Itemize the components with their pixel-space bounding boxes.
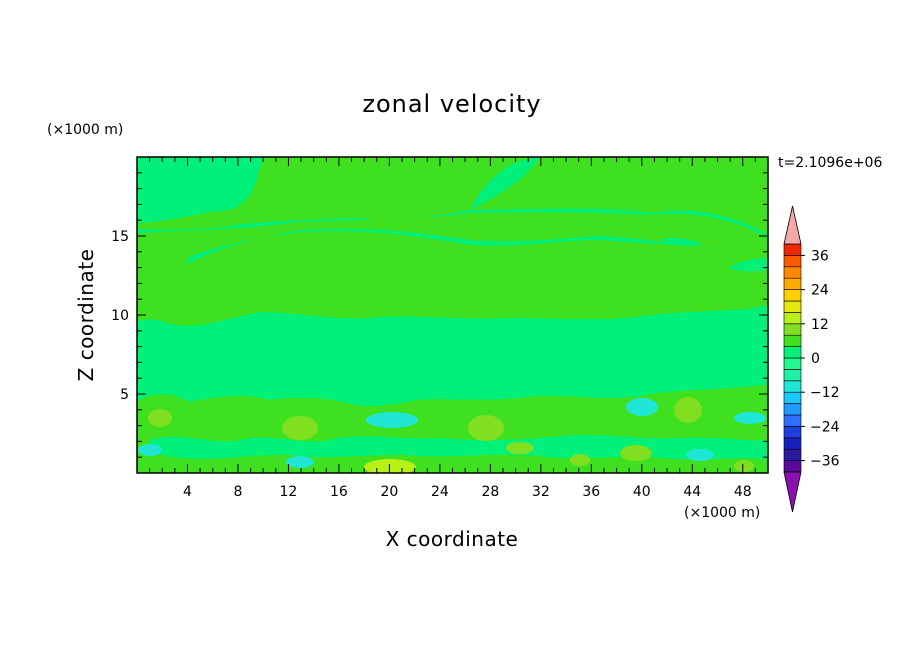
colorbar-swatch [783, 266, 802, 279]
colorbar-swatch [783, 414, 802, 427]
contour-yg-c [674, 397, 702, 423]
colorbar-swatch [783, 426, 802, 439]
y-axis-label: Z coordinate [74, 249, 98, 382]
colorbar-swatch [783, 357, 802, 370]
x-tick-label: 36 [582, 484, 600, 500]
colorbar-tick-label: 24 [811, 283, 829, 299]
contour-cyan-f [734, 412, 766, 424]
contour-upper-band [137, 157, 768, 235]
contour-lens-small-b [728, 258, 768, 272]
colorbar: 36 24 12 0 −12 −24 −36 [783, 205, 840, 513]
time-label: t=2.1096e+06 [778, 155, 882, 171]
colorbar-tick-label: 12 [811, 317, 829, 333]
colorbar-under-arrow [783, 471, 802, 513]
contour-yg-h [570, 454, 590, 466]
colorbar-swatch [783, 323, 802, 336]
colorbar-tick-label: 0 [811, 351, 820, 367]
contour-upper-band-2 [137, 212, 768, 326]
x-tick-label: 44 [683, 484, 701, 500]
colorbar-tick-label: −24 [810, 419, 840, 435]
colorbar-swatch [783, 437, 802, 450]
contour-upper-lens [186, 228, 741, 263]
chart-title: zonal velocity [362, 90, 541, 118]
contour-lens-small-a [660, 237, 702, 247]
contour-field [137, 157, 768, 473]
y-tick-label: 10 [111, 308, 129, 324]
contour-cyan-a [366, 412, 418, 428]
x-tick-label: 4 [183, 484, 192, 500]
x-axis-label: X coordinate [386, 527, 519, 551]
colorbar-swatch [783, 403, 802, 416]
x-tick-label: 20 [380, 484, 398, 500]
colorbar-swatch [783, 346, 802, 359]
x-tick-label: 28 [481, 484, 499, 500]
colorbar-swatch [783, 380, 802, 393]
x-tick-label: 40 [633, 484, 651, 500]
colorbar-swatch [783, 289, 802, 302]
contour-cyan-e [138, 444, 162, 456]
contour-lower-mid [149, 434, 768, 460]
contour-cyan-d [686, 449, 714, 461]
colorbar-swatch [783, 334, 802, 347]
colorbar-swatch [783, 300, 802, 313]
colorbar-swatch [783, 391, 802, 404]
colorbar-swatch [783, 277, 802, 290]
x-tick-label: 8 [233, 484, 242, 500]
contour-yg-a [282, 416, 318, 440]
colorbar-tick-label: −36 [810, 454, 840, 470]
y-tick-label: 15 [111, 229, 129, 245]
colorbar-swatch [783, 255, 802, 268]
colorbar-swatch [783, 369, 802, 382]
contour-yg-d [148, 409, 172, 427]
colorbar-tick-label: −12 [810, 385, 840, 401]
colorbar-over-arrow [783, 205, 802, 245]
x-tick-label: 16 [330, 484, 348, 500]
x-tick-label: 24 [431, 484, 449, 500]
colorbar-swatch [783, 312, 802, 325]
colorbar-swatch [783, 448, 802, 461]
x-tick-label: 32 [532, 484, 550, 500]
x-tick-label: 12 [280, 484, 298, 500]
contour-cyan-c [286, 456, 314, 468]
colorbar-tick-label: 36 [811, 248, 829, 264]
y-tick-label: 5 [120, 387, 129, 403]
colorbar-swatch [783, 460, 802, 473]
y-axis-ticks: 5 10 15 [111, 156, 768, 474]
contour-yg-i [734, 460, 754, 472]
contour-yg-b [468, 415, 504, 441]
x-tick-label: 48 [734, 484, 752, 500]
contour-yg-g [620, 445, 652, 461]
colorbar-swatch [783, 243, 802, 256]
x-unit-label: (×1000 m) [684, 505, 760, 521]
x-axis-ticks: 4 8 12 16 20 24 28 32 36 40 44 48 [136, 157, 769, 500]
contour-yg-f [506, 442, 534, 454]
contour-cyan-b [626, 398, 658, 416]
y-unit-label: (×1000 m) [47, 122, 123, 138]
